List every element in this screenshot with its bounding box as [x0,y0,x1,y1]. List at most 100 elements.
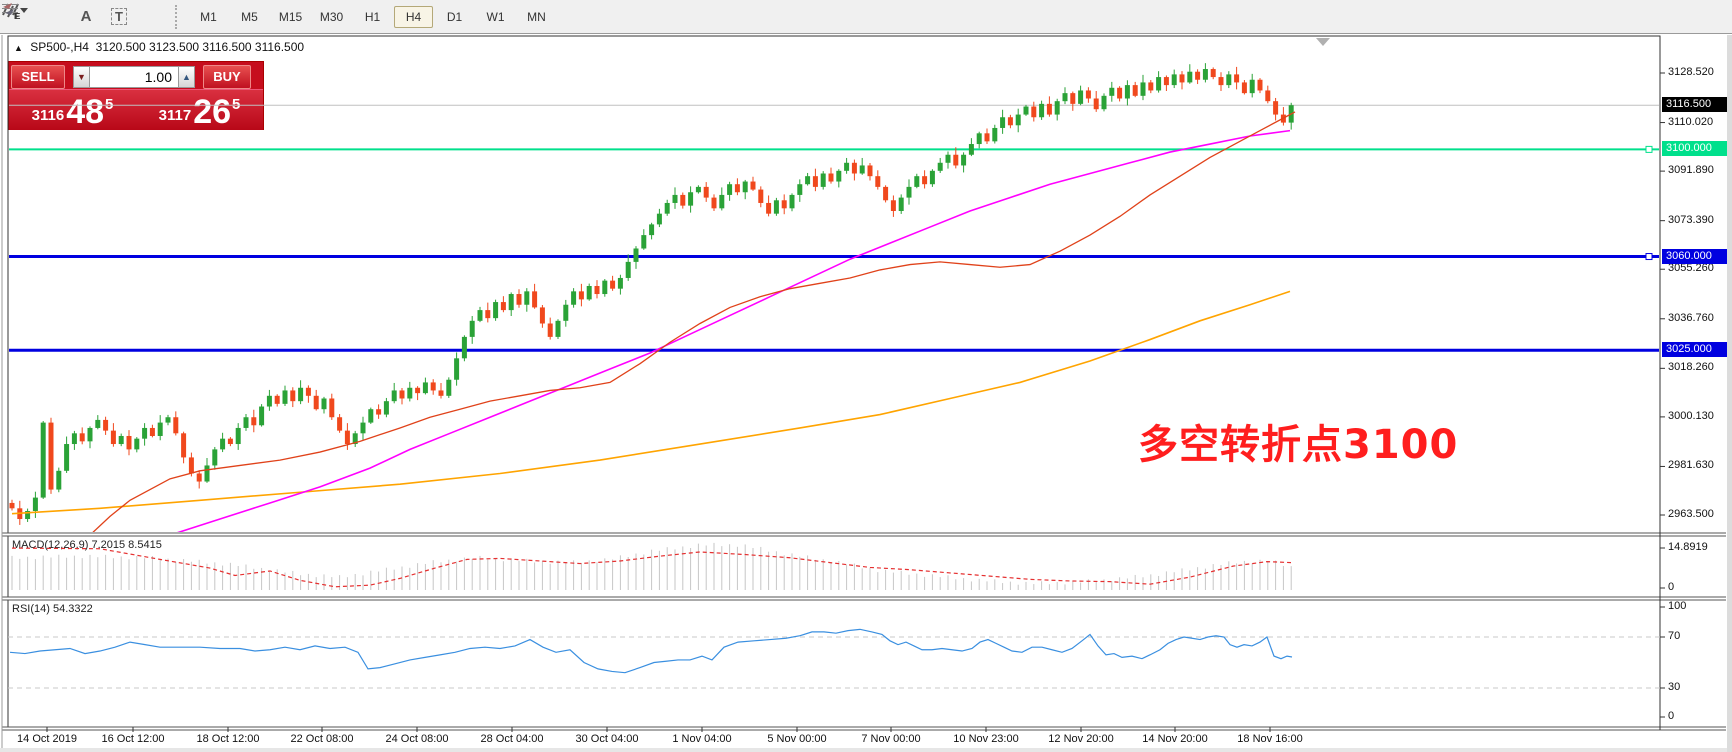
candle-body [586,285,592,300]
ma-mid-line[interactable] [170,129,1291,535]
candle-body [703,186,709,198]
candle-body [719,194,725,209]
candle-body [602,280,608,295]
cycles-dropdown-icon[interactable] [3,3,165,29]
sell-button[interactable]: SELL [11,64,65,89]
candle-body [1140,82,1146,96]
sell-price-small: 3116 [31,107,65,124]
candle-body [695,186,701,193]
candle-body [149,427,155,436]
line-handle[interactable] [1645,253,1653,261]
rsi-axis-label: 100 [1668,600,1687,612]
candle-body [1202,69,1208,80]
candle-body [48,422,54,490]
text-label-icon[interactable]: A [73,5,99,29]
candle-body [173,417,179,434]
candle-body [766,202,772,214]
candle-body [391,390,397,402]
volume-decrease-button[interactable]: ▼ [73,65,90,88]
candle-body [79,433,85,442]
candle-body [251,417,257,426]
candle-body [64,444,70,471]
timeframe-button-d1[interactable]: D1 [446,9,463,24]
candle-body [415,387,421,394]
rsi-axis-label: 0 [1668,710,1675,722]
timeframe-button-h1[interactable]: H1 [364,9,381,24]
candle-body [1132,85,1138,96]
rsi-axis-label: 30 [1668,681,1681,693]
svg-text:F: F [14,12,19,20]
candle-body [1109,87,1115,96]
candle-body [1273,101,1279,115]
chart-shift-marker-icon[interactable] [1316,38,1330,46]
text-box-icon[interactable]: T [106,5,132,29]
volume-increase-button[interactable]: ▲ [178,65,195,88]
sell-price-tile[interactable]: 3116 48 5 [9,90,136,130]
buy-price-tile[interactable]: 3117 26 5 [136,90,263,130]
timeframe-button-mn[interactable]: MN [527,9,546,24]
candle-body [828,173,834,182]
candle-body [1218,77,1224,86]
timeframe-button-m15[interactable]: M15 [278,9,303,24]
candle-body [976,133,982,145]
timeframe-button-m30[interactable]: M30 [319,9,344,24]
candle-body [937,162,943,171]
candle-body [430,382,436,391]
timeframe-button-m1[interactable]: M1 [200,9,217,24]
candle-body [851,162,857,174]
candle-body [368,409,374,423]
date-axis-label: 14 Oct 2019 [17,733,77,745]
candle-body [305,387,311,396]
candle-body [1187,71,1193,83]
timeframe-button-h4[interactable]: H4 [394,5,433,28]
macd-axis-label: 14.8919 [1668,541,1708,553]
date-axis-label: 18 Oct 12:00 [196,733,260,745]
line-handle[interactable] [1645,145,1653,153]
candle-body [984,133,990,142]
candle-body [500,302,506,311]
candle-body [571,291,577,305]
ma-slow-line[interactable] [11,290,1291,515]
sell-price-sup: 5 [105,96,114,113]
symbol-marker-icon: ▲ [14,43,23,53]
candle-body [664,202,670,214]
candle-body [290,390,296,402]
symbol-info: ▲ SP500-,H4 3120.500 3123.500 3116.500 3… [14,40,304,54]
date-axis-label: 14 Nov 20:00 [1142,733,1208,745]
candle-body [844,162,850,171]
candle-body [1054,101,1060,115]
candle-body [259,406,265,426]
timeframe-button-w1[interactable]: W1 [486,9,505,24]
candle-body [1031,106,1037,118]
candle-body [337,417,343,431]
volume-input[interactable] [90,65,178,88]
price-axis-label: 3036.760 [1668,311,1714,324]
candle-body [438,390,444,396]
candle-body [352,433,358,445]
candle-body [898,197,904,211]
candle-body [134,438,140,450]
chart-text-annotation[interactable]: 多空转折点3100 [1138,422,1459,468]
candle-body [157,422,163,436]
candle-body [524,291,530,305]
candle-body [656,213,662,225]
candle-body [204,465,210,482]
rsi-line [9,628,1293,674]
candle-body [1148,82,1154,91]
rsi-panel-border [7,599,1661,728]
candle-body [812,176,818,187]
candle-body [789,194,795,209]
buy-button[interactable]: BUY [203,64,251,89]
date-axis-label: 10 Nov 23:00 [953,733,1019,745]
ma-fast-line[interactable] [90,111,1296,535]
candle-body [758,189,764,203]
date-axis-label: 24 Oct 08:00 [385,733,449,745]
candle-body [40,422,46,498]
timeframe-button-m5[interactable]: M5 [241,9,258,24]
candle-body [680,194,686,206]
rsi-label: RSI(14) 54.3322 [12,603,93,615]
price-axis-label: 2981.630 [1668,459,1714,472]
candle-body [610,280,616,289]
candle-body [1023,106,1029,115]
